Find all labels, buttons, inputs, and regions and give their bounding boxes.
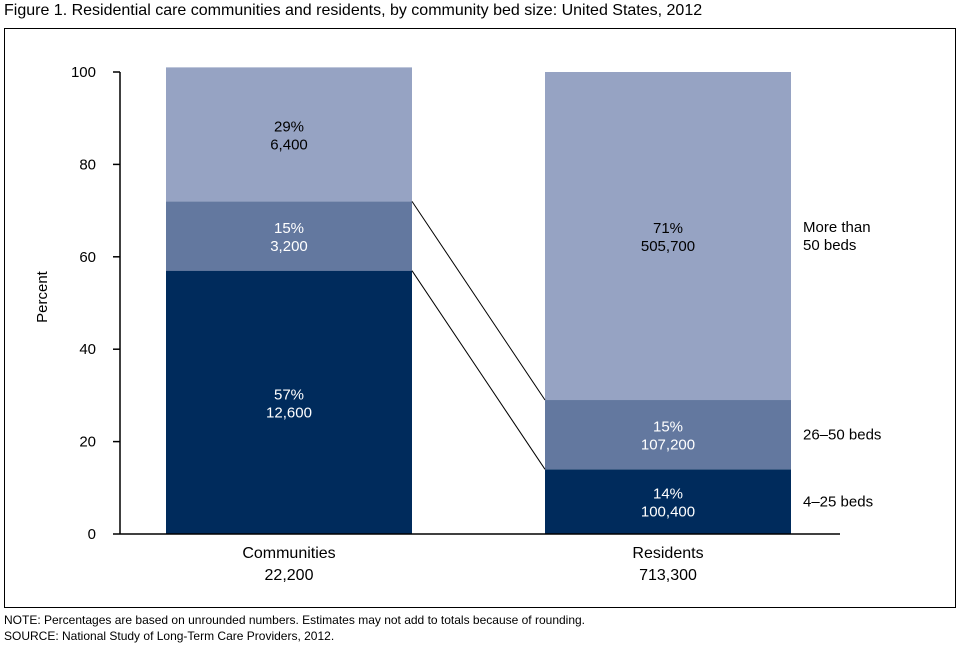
- bar-segment: [166, 270, 412, 534]
- series-label: 26–50 beds: [803, 427, 881, 444]
- series-label: 4–25 beds: [803, 494, 873, 511]
- x-category-total: 22,200: [265, 567, 314, 584]
- data-label-count: 3,200: [270, 238, 308, 255]
- data-label-percent: 15%: [274, 220, 304, 237]
- series-label: More than 50 beds: [803, 219, 871, 254]
- data-label-count: 100,400: [641, 504, 695, 521]
- x-category-label: Communities: [242, 545, 335, 562]
- figure-title: Figure 1. Residential care communities a…: [4, 2, 703, 19]
- x-category-total: 713,300: [639, 567, 697, 584]
- data-label-percent: 14%: [653, 486, 683, 503]
- figure-source: SOURCE: National Study of Long-Term Care…: [4, 629, 335, 643]
- y-tick-label: 0: [88, 526, 96, 543]
- data-label-count: 107,200: [641, 437, 695, 454]
- y-tick-label: 80: [79, 156, 96, 173]
- y-tick-label: 100: [71, 64, 96, 81]
- bar-segment: [545, 72, 791, 401]
- connector-line: [411, 201, 546, 401]
- data-label-percent: 57%: [274, 386, 304, 403]
- bar-segment: [166, 67, 412, 202]
- y-axis-label: Percent: [34, 270, 51, 323]
- y-tick-label: 20: [79, 434, 96, 451]
- bar-segment: [545, 469, 791, 534]
- bar-segment: [545, 400, 791, 470]
- figure-note: NOTE: Percentages are based on unrounded…: [4, 613, 586, 627]
- data-label-count: 505,700: [641, 238, 695, 255]
- data-label-percent: 29%: [274, 118, 304, 135]
- data-label-percent: 71%: [653, 220, 683, 237]
- data-label-percent: 15%: [653, 419, 683, 436]
- x-category-label: Residents: [632, 545, 703, 562]
- bar-segment: [166, 201, 412, 271]
- y-tick-label: 40: [79, 341, 96, 358]
- connector-line: [411, 270, 546, 470]
- y-tick-label: 60: [79, 249, 96, 266]
- chart-frame: [4, 28, 956, 608]
- data-label-count: 6,400: [270, 136, 308, 153]
- data-label-count: 12,600: [266, 404, 312, 421]
